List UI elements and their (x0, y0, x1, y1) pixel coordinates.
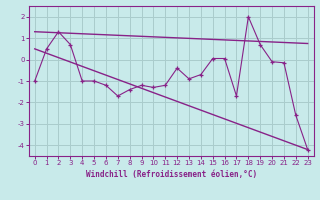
X-axis label: Windchill (Refroidissement éolien,°C): Windchill (Refroidissement éolien,°C) (86, 170, 257, 179)
